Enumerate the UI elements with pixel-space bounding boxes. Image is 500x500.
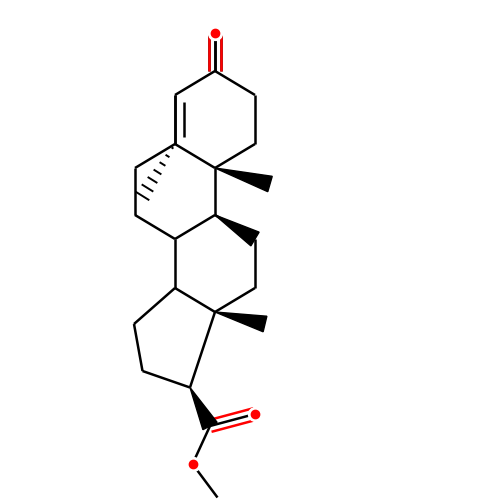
Polygon shape [190, 388, 217, 430]
Polygon shape [215, 168, 272, 192]
Polygon shape [215, 312, 267, 332]
Polygon shape [215, 215, 259, 246]
